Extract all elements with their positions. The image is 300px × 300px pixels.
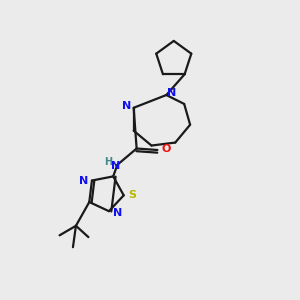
- Text: N: N: [122, 101, 132, 111]
- Text: H: H: [104, 158, 112, 167]
- Text: N: N: [79, 176, 88, 185]
- Text: S: S: [128, 190, 136, 200]
- Text: N: N: [111, 161, 120, 171]
- Text: N: N: [167, 88, 176, 98]
- Text: O: O: [161, 143, 170, 154]
- Text: N: N: [112, 208, 122, 218]
